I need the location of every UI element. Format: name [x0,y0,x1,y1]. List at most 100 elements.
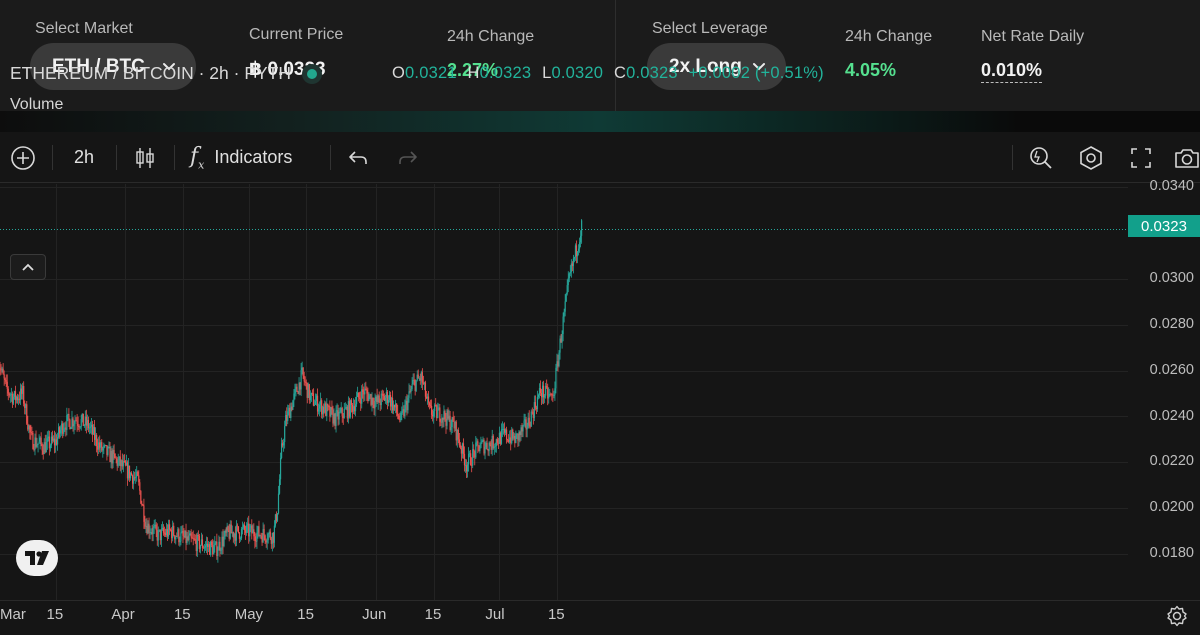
header-divider [615,0,616,111]
settings-button[interactable] [1074,132,1108,183]
interval-label: 2h [73,147,95,167]
candle-body [152,527,154,535]
candle-body [407,397,409,411]
candle-body [446,410,448,426]
search-tool-button[interactable] [1024,132,1058,183]
candle-body [271,532,273,544]
candle-body [373,404,375,409]
candle-body [278,479,281,494]
candle-body [294,389,296,394]
candle-body [359,397,361,400]
candle-body [568,273,570,279]
candle-body [178,529,180,543]
chevron-down-icon [753,63,765,71]
time-axis-label: 15 [46,606,64,623]
candle-body [395,403,397,408]
candle-body [116,458,118,466]
interval-button[interactable]: 2h [64,132,104,183]
candle-body [214,543,216,547]
candle-body [136,471,138,477]
redo-button[interactable] [392,132,424,183]
candle-body [423,382,426,384]
candle-body [540,393,543,398]
undo-icon [349,150,367,164]
candle-body [89,426,92,428]
screenshot-button[interactable] [1170,132,1200,183]
add-symbol-button[interactable] [6,132,40,183]
candle-body [106,445,108,455]
candle-body [369,394,371,396]
candle-body [458,439,460,446]
net-rate-value[interactable]: 0.010% [981,60,1043,83]
zoom-search-icon [1030,146,1052,169]
candle-body [313,404,316,406]
fullscreen-button[interactable] [1124,132,1158,183]
candle-body [0,367,1,370]
candle-body [364,388,366,395]
candle-body [516,433,518,435]
candle-body [370,394,372,405]
candle-body [564,301,566,312]
candle-body [48,436,50,449]
candle-body [180,532,182,542]
time-axis-settings-button[interactable] [1162,601,1192,631]
candle-body [46,438,48,442]
select-leverage-label: Select Leverage [652,20,768,37]
candle-body [346,406,348,419]
indicators-button[interactable]: fx Indicators [190,132,316,183]
candle-body [567,278,569,286]
candle-body [239,538,242,539]
candle-body [235,525,237,541]
candle-body [365,388,367,390]
candle-body [515,434,517,444]
price-chart[interactable] [0,184,1200,635]
candle-body [167,524,170,537]
candle-body [512,429,514,439]
candle-body [5,379,7,382]
candle-body [196,534,198,552]
market-selector[interactable]: ETH / BTC [30,43,196,90]
candle-body [32,432,34,449]
candle-body [126,462,129,479]
candle-body [429,405,432,407]
candle-body [194,539,196,541]
gear-icon [1167,605,1187,627]
candle-body [70,427,72,430]
candle-body [523,420,525,426]
candle-body [434,404,436,412]
candle-body [559,338,561,353]
candle-body [166,529,169,537]
candle-body [556,361,558,368]
candle-body [47,436,49,439]
candle-body [470,453,472,466]
candle-body [403,409,405,417]
candle-body [490,445,492,450]
candle-body [255,541,257,542]
candle-body [65,427,67,430]
candle-body [147,523,149,534]
candle-body [561,334,563,343]
chart-type-button[interactable] [128,132,162,183]
tradingview-logo[interactable] [16,540,58,576]
candle-body [415,380,417,391]
candle-body [192,538,194,540]
candle-body [464,465,467,467]
leverage-selector[interactable]: 2x Long [647,43,786,90]
collapse-legend-button[interactable] [10,254,46,280]
toolbar-separator [174,145,175,170]
candle-body [507,439,509,441]
candle-body [174,535,176,540]
candle-body [333,413,335,424]
candle-body [115,457,117,459]
candle-body [159,529,161,541]
candle-body [128,465,131,479]
candle-body [184,530,186,538]
candle-body [341,407,343,416]
candle-body [56,437,59,445]
candle-body [581,220,583,236]
candle-body [541,385,544,398]
candle-body [41,444,43,451]
candle-body [62,423,64,434]
candle-body [98,442,100,450]
undo-button[interactable] [342,132,374,183]
